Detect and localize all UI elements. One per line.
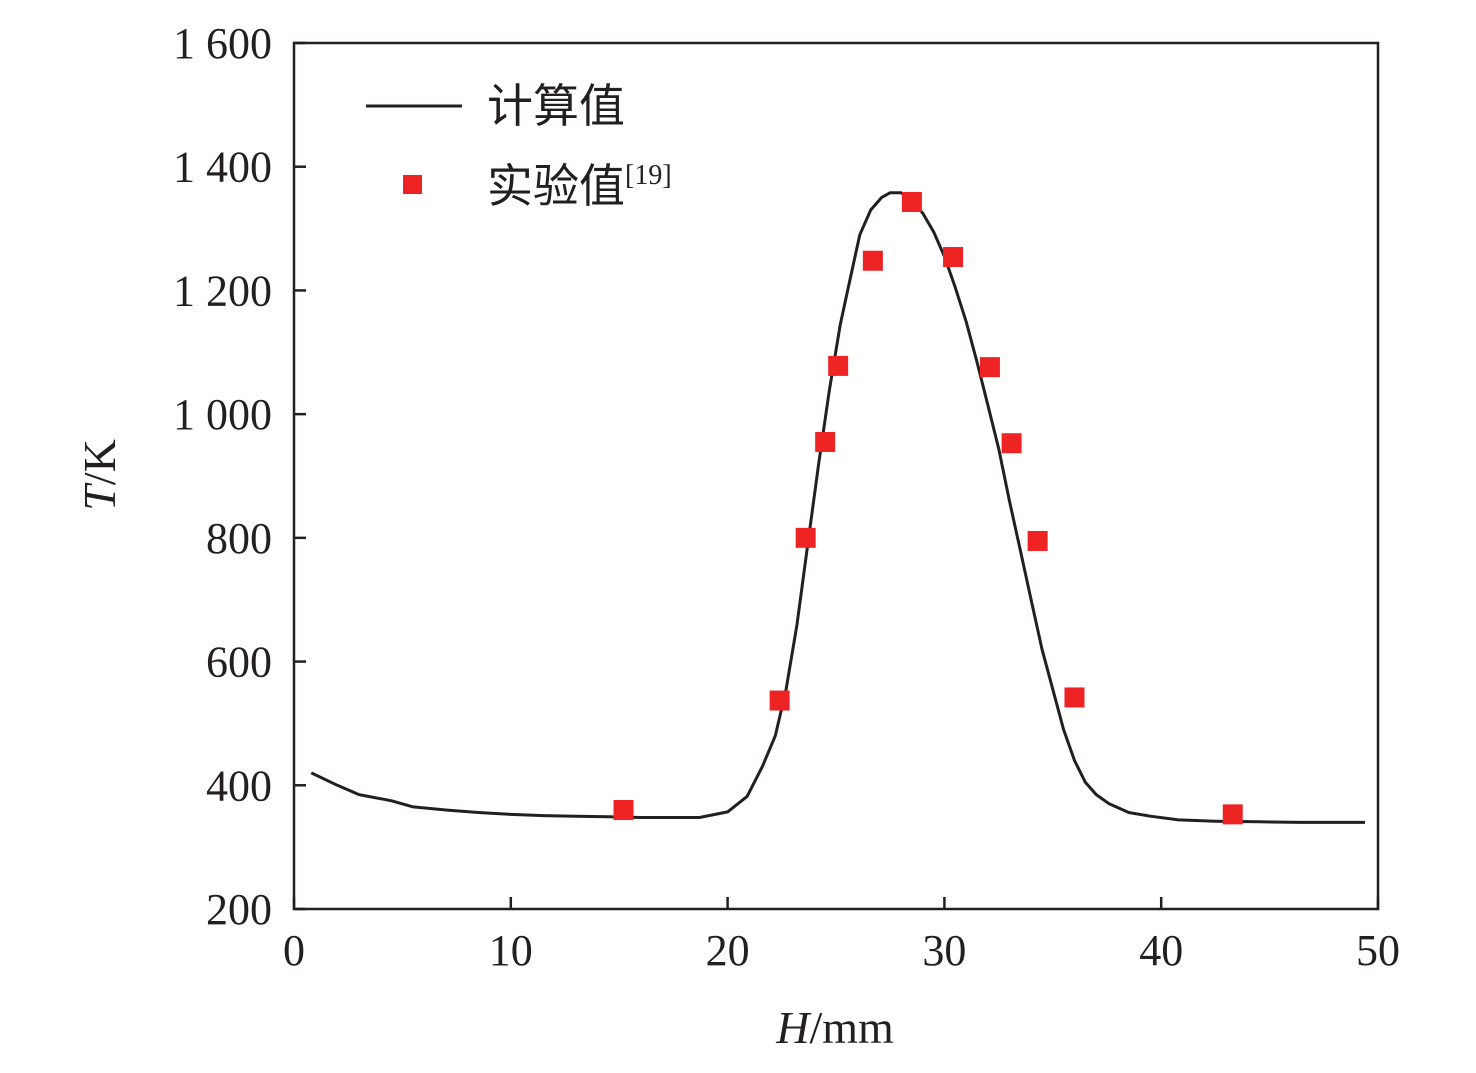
plot-frame xyxy=(292,41,1380,911)
y-axis-unit: /K xyxy=(74,439,125,485)
y-tick-label: 1 600 xyxy=(173,19,272,68)
legend-square-swatch xyxy=(403,175,422,194)
x-tick-label: 50 xyxy=(1356,926,1400,975)
legend-label-calculated: 计算值 xyxy=(487,79,625,133)
calculated-series-line xyxy=(310,191,1365,824)
y-tick-label: 1 200 xyxy=(173,266,272,315)
x-axis-unit: /mm xyxy=(809,1002,894,1053)
y-axis-title: T/K xyxy=(74,439,125,511)
experimental-point xyxy=(828,355,849,376)
experimental-point xyxy=(943,247,964,268)
x-tick-label: 30 xyxy=(922,926,966,975)
experimental-point xyxy=(795,527,816,548)
experimental-point xyxy=(979,357,1000,378)
y-axis-variable: T xyxy=(74,482,125,511)
y-tick-label: 200 xyxy=(206,885,272,934)
y-tick-label: 1 400 xyxy=(173,143,272,192)
x-axis-title: H/mm xyxy=(775,1002,894,1053)
experimental-point xyxy=(1027,530,1048,551)
x-tick-label: 40 xyxy=(1139,926,1183,975)
x-axis-variable: H xyxy=(775,1002,812,1053)
legend-label-experimental: 实验值[19] xyxy=(487,159,672,213)
x-axis: 0 10 20 30 40 50 xyxy=(283,897,1400,975)
x-tick-label: 0 xyxy=(283,926,305,975)
experimental-point xyxy=(1064,687,1085,708)
x-tick-label: 10 xyxy=(489,926,533,975)
experimental-point xyxy=(862,250,883,271)
y-tick-label: 600 xyxy=(206,638,272,687)
y-tick-label: 400 xyxy=(206,761,272,810)
x-tick-label: 20 xyxy=(706,926,750,975)
legend-citation: [19] xyxy=(625,160,672,191)
experimental-point xyxy=(815,431,836,452)
experimental-point xyxy=(901,191,922,212)
legend-label-experimental-text: 实验值 xyxy=(487,159,625,213)
experimental-point xyxy=(613,800,634,821)
series-layer xyxy=(310,191,1365,825)
experimental-point xyxy=(1001,433,1022,454)
y-tick-label: 800 xyxy=(206,514,272,563)
experimental-point xyxy=(1222,804,1243,825)
experimental-point xyxy=(769,690,790,711)
y-tick-label: 1 000 xyxy=(173,390,272,439)
legend: 计算值 实验值[19] xyxy=(366,79,672,213)
plot-border xyxy=(292,41,1380,911)
y-axis: 200 400 600 800 1 000 1 200 1 400 1 600 xyxy=(173,19,306,934)
